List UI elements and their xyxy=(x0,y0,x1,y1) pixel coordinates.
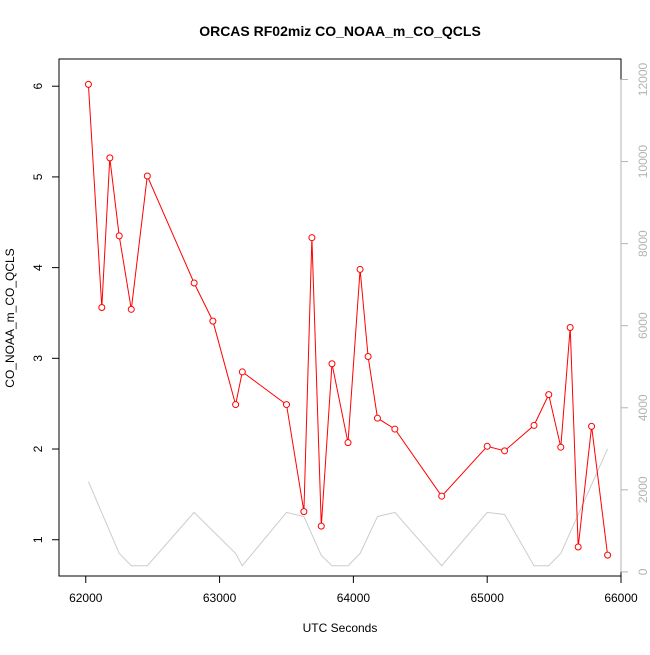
x-tick-label: 65000 xyxy=(471,591,505,605)
data-point xyxy=(106,154,114,162)
data-point xyxy=(232,401,240,409)
data-point xyxy=(501,447,509,455)
chart-title: ORCAS RF02miz CO_NOAA_m_CO_QCLS xyxy=(199,23,481,39)
data-point xyxy=(438,492,446,500)
data-point xyxy=(530,421,538,429)
series-layer xyxy=(84,80,612,567)
y-tick-label: 1 xyxy=(31,536,45,543)
data-point xyxy=(98,304,106,312)
data-point xyxy=(143,172,151,180)
data-point xyxy=(356,265,364,273)
data-point xyxy=(84,80,92,88)
series-line-right xyxy=(87,448,609,567)
data-point xyxy=(344,439,352,447)
data-point xyxy=(574,543,582,551)
x-tick-label: 64000 xyxy=(337,591,371,605)
y-tick-label: 5 xyxy=(31,173,45,180)
x-tick-label: 63000 xyxy=(203,591,237,605)
data-point xyxy=(557,443,565,451)
plot-frame xyxy=(58,58,622,577)
y2-tick-label: 2000 xyxy=(636,476,650,503)
data-point xyxy=(373,414,381,422)
y2-tick-label: 4000 xyxy=(636,394,650,421)
data-point xyxy=(317,522,325,530)
x-axis: 62000 63000 64000 65000 66000 xyxy=(69,575,638,605)
data-point xyxy=(300,508,308,516)
data-point xyxy=(328,360,336,368)
data-point xyxy=(566,323,574,331)
y2-tick-label: 6000 xyxy=(636,312,650,339)
x-axis-label: UTC Seconds xyxy=(303,621,378,635)
y2-tick-label: 10000 xyxy=(636,145,650,179)
data-point xyxy=(604,551,612,559)
data-point xyxy=(190,279,198,287)
y-tick-label: 4 xyxy=(31,264,45,271)
data-point xyxy=(364,353,372,361)
y-tick-label: 2 xyxy=(31,445,45,452)
data-point xyxy=(308,234,316,242)
y-axis-left: 1 2 3 4 5 6 xyxy=(31,83,60,543)
data-point xyxy=(391,425,399,433)
y-tick-label: 3 xyxy=(31,355,45,362)
data-point xyxy=(238,368,246,376)
y2-tick-label: 0 xyxy=(636,568,650,575)
y2-tick-label: 12000 xyxy=(636,63,650,97)
y-axis-label: CO_NOAA_m_CO_QCLS xyxy=(3,248,17,387)
data-point xyxy=(588,422,596,430)
y2-tick-label: 8000 xyxy=(636,230,650,257)
data-point xyxy=(282,401,290,409)
y-axis-right: 0 2000 4000 6000 8000 10000 12000 xyxy=(620,63,650,575)
data-point xyxy=(115,232,123,240)
x-tick-label: 66000 xyxy=(604,591,638,605)
series-line-left xyxy=(87,84,609,556)
data-point xyxy=(209,317,217,325)
data-point xyxy=(483,442,491,450)
data-point xyxy=(545,391,553,399)
data-point xyxy=(127,305,135,313)
x-tick-label: 62000 xyxy=(69,591,103,605)
y-tick-label: 6 xyxy=(31,83,45,90)
